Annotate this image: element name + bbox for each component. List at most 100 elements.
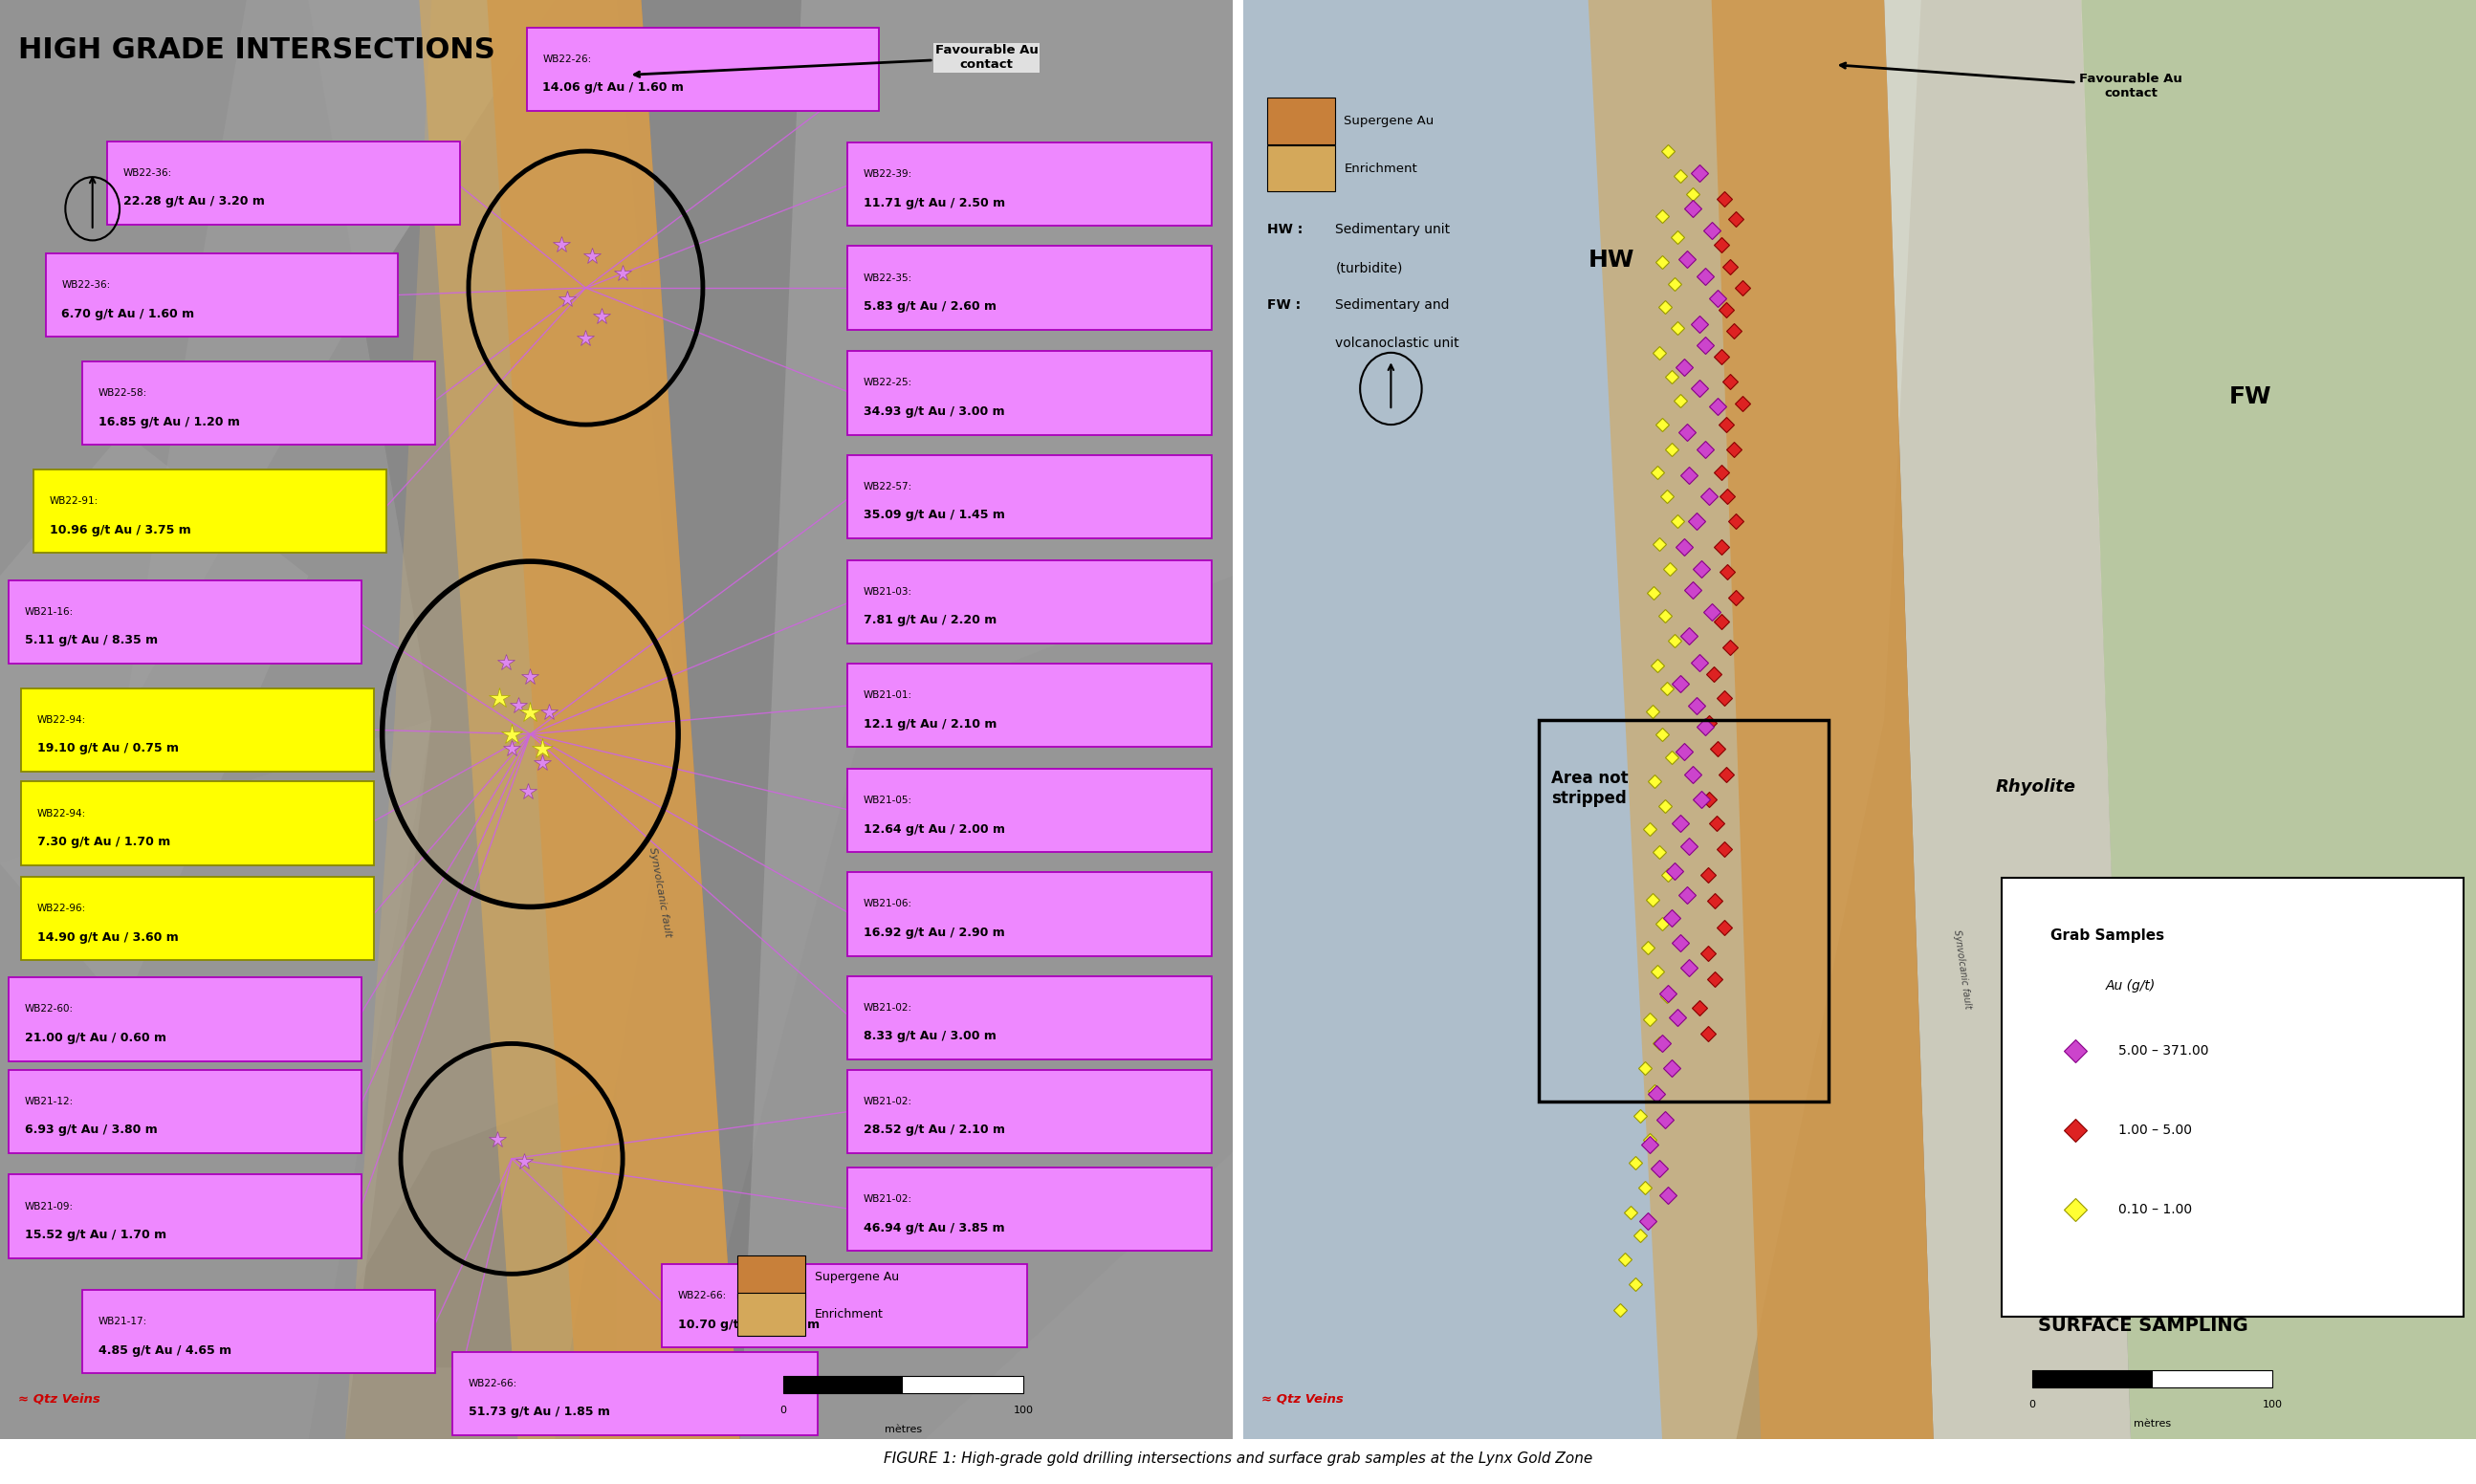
- Text: 22.28 g/t Au / 3.20 m: 22.28 g/t Au / 3.20 m: [124, 196, 265, 208]
- Text: 21.00 g/t Au / 0.60 m: 21.00 g/t Au / 0.60 m: [25, 1031, 166, 1045]
- Text: 100: 100: [1013, 1405, 1032, 1416]
- Text: mètres: mètres: [884, 1425, 921, 1434]
- Text: HIGH GRADE INTERSECTIONS: HIGH GRADE INTERSECTIONS: [17, 36, 495, 64]
- Text: 5.11 g/t Au / 8.35 m: 5.11 g/t Au / 8.35 m: [25, 634, 158, 647]
- FancyBboxPatch shape: [527, 27, 879, 111]
- Polygon shape: [2082, 0, 2476, 1439]
- Bar: [904, 1376, 1023, 1393]
- Text: WB22-57:: WB22-57:: [864, 482, 911, 491]
- FancyBboxPatch shape: [847, 976, 1213, 1060]
- Text: ≈ Qtz Veins: ≈ Qtz Veins: [17, 1392, 102, 1405]
- Text: Rhyolite: Rhyolite: [1996, 778, 2075, 795]
- FancyBboxPatch shape: [20, 782, 374, 865]
- Polygon shape: [488, 0, 740, 1439]
- FancyBboxPatch shape: [82, 1290, 436, 1373]
- Polygon shape: [0, 432, 307, 1008]
- Text: Enrichment: Enrichment: [1344, 162, 1416, 175]
- Text: WB21-17:: WB21-17:: [99, 1316, 149, 1327]
- Text: 35.09 g/t Au / 1.45 m: 35.09 g/t Au / 1.45 m: [864, 509, 1005, 521]
- Text: WB21-09:: WB21-09:: [25, 1202, 74, 1211]
- Text: 0.10 – 1.00: 0.10 – 1.00: [2119, 1202, 2191, 1215]
- Text: (turbidite): (turbidite): [1335, 263, 1404, 276]
- FancyBboxPatch shape: [847, 456, 1213, 539]
- Text: Synvolcanic fault: Synvolcanic fault: [1951, 929, 1973, 1009]
- Bar: [1268, 145, 1335, 191]
- Polygon shape: [418, 0, 740, 1439]
- Text: WB22-60:: WB22-60:: [25, 1005, 74, 1014]
- Text: WB21-12:: WB21-12:: [25, 1097, 74, 1106]
- FancyBboxPatch shape: [847, 246, 1213, 329]
- Text: 46.94 g/t Au / 3.85 m: 46.94 g/t Au / 3.85 m: [864, 1221, 1005, 1235]
- Polygon shape: [678, 576, 1233, 1439]
- Polygon shape: [344, 0, 678, 1439]
- Polygon shape: [1587, 0, 1934, 1439]
- Text: WB21-02:: WB21-02:: [864, 1003, 911, 1012]
- Text: WB21-03:: WB21-03:: [864, 586, 911, 597]
- Text: HW :: HW :: [1268, 223, 1302, 236]
- Text: 5.83 g/t Au / 2.60 m: 5.83 g/t Au / 2.60 m: [864, 300, 995, 313]
- FancyBboxPatch shape: [20, 877, 374, 960]
- Bar: [2033, 1370, 2273, 1388]
- FancyBboxPatch shape: [847, 1168, 1213, 1251]
- Text: 11.71 g/t Au / 2.50 m: 11.71 g/t Au / 2.50 m: [864, 197, 1005, 209]
- Text: Sedimentary unit: Sedimentary unit: [1335, 223, 1451, 236]
- Polygon shape: [124, 0, 555, 720]
- Text: Synvolcanic fault: Synvolcanic fault: [646, 846, 673, 938]
- Text: 4.85 g/t Au / 4.65 m: 4.85 g/t Au / 4.65 m: [99, 1345, 233, 1356]
- Text: WB22-66:: WB22-66:: [678, 1291, 728, 1300]
- FancyBboxPatch shape: [453, 1352, 817, 1435]
- Text: 6.70 g/t Au / 1.60 m: 6.70 g/t Au / 1.60 m: [62, 307, 196, 321]
- FancyBboxPatch shape: [847, 559, 1213, 644]
- Text: WB22-66:: WB22-66:: [468, 1379, 517, 1388]
- Text: 7.81 g/t Au / 2.20 m: 7.81 g/t Au / 2.20 m: [864, 614, 995, 626]
- Text: volcanoclastic unit: volcanoclastic unit: [1335, 337, 1458, 350]
- Text: 15.52 g/t Au / 1.70 m: 15.52 g/t Au / 1.70 m: [25, 1229, 166, 1241]
- Text: WB21-01:: WB21-01:: [864, 690, 911, 700]
- Polygon shape: [307, 1080, 617, 1368]
- Text: 16.92 g/t Au / 2.90 m: 16.92 g/t Au / 2.90 m: [864, 926, 1005, 939]
- Text: 7.30 g/t Au / 1.70 m: 7.30 g/t Au / 1.70 m: [37, 835, 171, 849]
- Text: Sedimentary and: Sedimentary and: [1335, 298, 1451, 312]
- Text: 6.93 g/t Au / 3.80 m: 6.93 g/t Au / 3.80 m: [25, 1123, 158, 1137]
- FancyBboxPatch shape: [32, 469, 386, 552]
- Text: Enrichment: Enrichment: [815, 1307, 884, 1321]
- FancyBboxPatch shape: [847, 873, 1213, 956]
- Text: WB22-26:: WB22-26:: [542, 55, 592, 64]
- Text: WB22-36:: WB22-36:: [124, 168, 173, 178]
- Text: 0: 0: [2028, 1401, 2035, 1410]
- FancyBboxPatch shape: [7, 580, 361, 663]
- Bar: [782, 1376, 1023, 1393]
- Text: WB22-39:: WB22-39:: [864, 169, 911, 180]
- Text: 100: 100: [2263, 1401, 2283, 1410]
- FancyBboxPatch shape: [106, 141, 461, 224]
- Text: 14.06 g/t Au / 1.60 m: 14.06 g/t Au / 1.60 m: [542, 82, 683, 93]
- Text: 19.10 g/t Au / 0.75 m: 19.10 g/t Au / 0.75 m: [37, 742, 178, 755]
- Bar: [782, 1376, 904, 1393]
- FancyBboxPatch shape: [847, 1070, 1213, 1153]
- Text: Au (g/t): Au (g/t): [2107, 979, 2157, 993]
- Text: FW: FW: [2228, 384, 2273, 408]
- Text: WB22-96:: WB22-96:: [37, 904, 87, 913]
- Text: 12.64 g/t Au / 2.00 m: 12.64 g/t Au / 2.00 m: [864, 824, 1005, 835]
- Polygon shape: [1711, 0, 1934, 1439]
- Text: Grab Samples: Grab Samples: [2050, 929, 2164, 942]
- Text: WB21-05:: WB21-05:: [864, 795, 911, 806]
- Bar: [1268, 98, 1335, 144]
- Text: WB22-94:: WB22-94:: [37, 809, 87, 818]
- Text: Supergene Au: Supergene Au: [1344, 114, 1434, 128]
- Text: WB22-58:: WB22-58:: [99, 389, 149, 398]
- FancyBboxPatch shape: [847, 352, 1213, 435]
- Text: WB22-94:: WB22-94:: [37, 715, 87, 724]
- FancyBboxPatch shape: [20, 689, 374, 772]
- Text: 10.96 g/t Au / 3.75 m: 10.96 g/t Au / 3.75 m: [50, 524, 191, 536]
- Text: WB21-16:: WB21-16:: [25, 607, 74, 616]
- Text: Favourable Au
contact: Favourable Au contact: [1840, 62, 2181, 99]
- Bar: [738, 1255, 805, 1298]
- Polygon shape: [1243, 0, 1921, 1439]
- Text: mètres: mètres: [2134, 1419, 2171, 1429]
- Text: WB21-02:: WB21-02:: [864, 1195, 911, 1204]
- Text: 14.90 g/t Au / 3.60 m: 14.90 g/t Au / 3.60 m: [37, 930, 178, 944]
- Polygon shape: [1884, 0, 2132, 1439]
- Polygon shape: [0, 0, 431, 1439]
- Text: Supergene Au: Supergene Au: [815, 1270, 899, 1284]
